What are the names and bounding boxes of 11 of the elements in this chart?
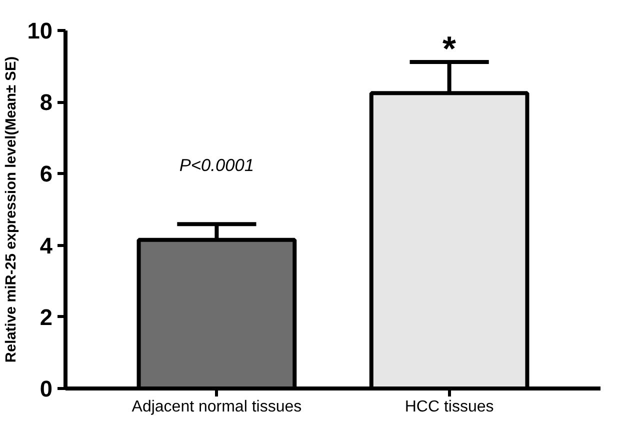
y-tick-label: 2	[40, 304, 53, 330]
y-tick-label: 4	[40, 232, 53, 258]
annotation: P<0.0001	[179, 155, 254, 176]
y-tick-label: 6	[40, 160, 53, 187]
y-tick-label: 8	[40, 89, 53, 116]
x-tick-label: HCC tissues	[404, 398, 494, 416]
y-tick-label: 10	[27, 18, 52, 44]
annotation: *	[442, 30, 457, 68]
y-axis-title: Relative miR-25 expression level(Mean± SE)	[3, 56, 20, 363]
y-tick-label: 0	[40, 376, 53, 402]
x-tick-label: Adjacent normal tissues	[132, 398, 302, 416]
